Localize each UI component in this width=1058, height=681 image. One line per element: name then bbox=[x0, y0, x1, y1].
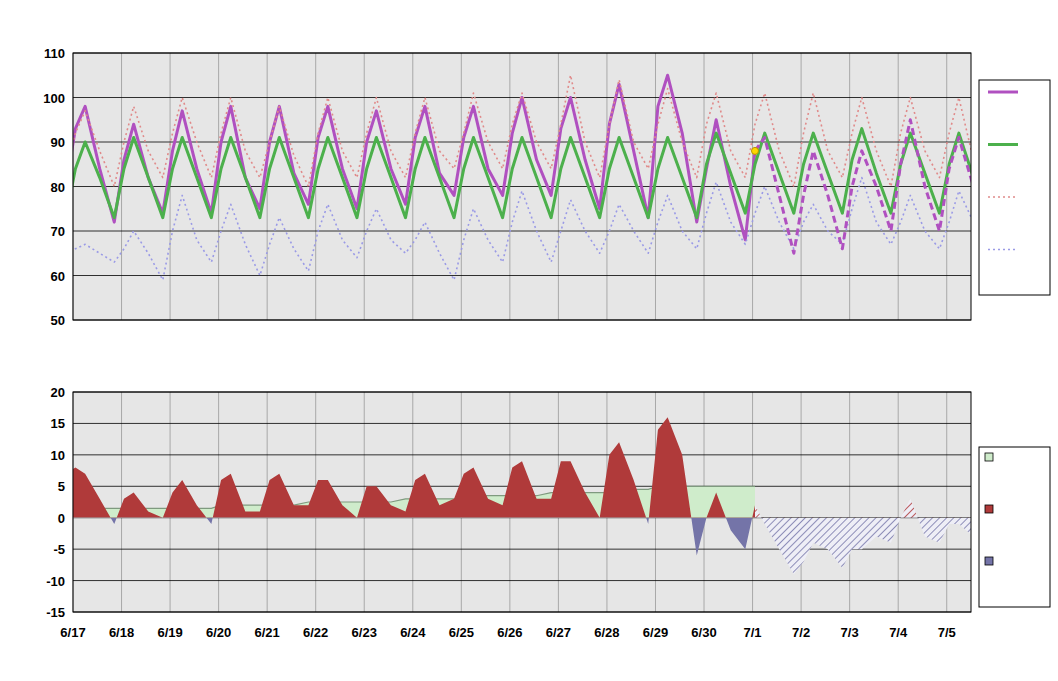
data-group bbox=[73, 417, 971, 574]
y-tick-label: 100 bbox=[43, 91, 65, 106]
x-tick-label: 6/18 bbox=[109, 625, 134, 640]
x-tick-label: 6/27 bbox=[546, 625, 571, 640]
legend-swatch bbox=[988, 249, 1018, 251]
area-positive bbox=[755, 499, 971, 518]
legend-box bbox=[979, 80, 1050, 295]
y-tick-label: 80 bbox=[51, 180, 65, 195]
x-tick-label: 7/5 bbox=[938, 625, 956, 640]
legend-box bbox=[979, 447, 1050, 607]
x-tick-label: 6/20 bbox=[206, 625, 231, 640]
positive-group bbox=[73, 417, 755, 518]
y-tick-label: 5 bbox=[58, 479, 65, 494]
line bbox=[73, 75, 971, 186]
negative-group bbox=[755, 518, 971, 575]
x-tick-label: 6/26 bbox=[497, 625, 522, 640]
y-tick-label: 90 bbox=[51, 135, 65, 150]
x-grid-line bbox=[121, 392, 122, 612]
x-tick-label: 6/25 bbox=[449, 625, 474, 640]
legend-swatch bbox=[988, 91, 1018, 94]
data-group bbox=[73, 75, 971, 280]
y-tick-label: 15 bbox=[51, 416, 65, 431]
negative-group bbox=[73, 518, 755, 556]
y-grid-line bbox=[73, 275, 971, 276]
x-grid-line bbox=[898, 392, 899, 612]
x-tick-label: 6/30 bbox=[691, 625, 716, 640]
legend bbox=[979, 80, 1050, 295]
chart-0: 50 60 70 80 90 100 110 bbox=[43, 46, 1050, 328]
x-tick-label: 6/19 bbox=[157, 625, 182, 640]
x-tick-label: 6/29 bbox=[643, 625, 668, 640]
y-tick-label: 0 bbox=[58, 511, 65, 526]
legend-swatch bbox=[985, 505, 993, 513]
legend-swatch bbox=[985, 557, 993, 565]
chart-1: 6/17 6/18 6/19 6/20 6/21 6/22 6/23 6/24 6/25 6/26… bbox=[46, 385, 1050, 640]
legend-swatch bbox=[988, 196, 1018, 198]
x-tick-label: 6/24 bbox=[400, 625, 426, 640]
plot-frame bbox=[73, 392, 971, 612]
positive-group bbox=[755, 499, 971, 518]
line bbox=[755, 120, 971, 254]
y-tick-label: 110 bbox=[44, 46, 65, 61]
x-tick-label: 6/22 bbox=[303, 625, 328, 640]
x-grid-line bbox=[946, 392, 947, 612]
line bbox=[73, 129, 971, 218]
y-grid-line bbox=[73, 186, 971, 187]
chart-canvas: 50607080901001106/176/186/196/206/216/22… bbox=[0, 0, 1058, 681]
x-tick-label: 6/21 bbox=[255, 625, 280, 640]
area-positive bbox=[73, 417, 755, 518]
x-tick-label: 7/4 bbox=[889, 625, 908, 640]
x-grid-line bbox=[849, 392, 850, 612]
area-negative bbox=[755, 518, 971, 575]
y-tick-label: 20 bbox=[51, 385, 65, 400]
y-tick-label: 60 bbox=[51, 269, 65, 284]
x-tick-label: 7/1 bbox=[744, 625, 762, 640]
y-tick-label: -10 bbox=[46, 574, 65, 589]
point bbox=[751, 147, 758, 154]
plot-frame bbox=[73, 53, 971, 320]
x-tick-label: 7/2 bbox=[792, 625, 810, 640]
x-tick-label: 6/23 bbox=[352, 625, 377, 640]
legend-swatch bbox=[985, 453, 993, 461]
y-tick-label: 10 bbox=[51, 448, 65, 463]
area-negative bbox=[73, 518, 755, 556]
y-tick-label: -15 bbox=[46, 605, 65, 620]
y-tick-label: 50 bbox=[51, 313, 65, 328]
y-grid-line bbox=[73, 580, 971, 581]
legend bbox=[979, 447, 1050, 607]
x-tick-label: 6/17 bbox=[60, 625, 85, 640]
y-grid-line bbox=[73, 423, 971, 424]
legend-swatch bbox=[988, 143, 1018, 146]
x-grid-line bbox=[801, 392, 802, 612]
x-tick-label: 6/28 bbox=[594, 625, 619, 640]
y-tick-label: 70 bbox=[51, 224, 65, 239]
x-tick-label: 7/3 bbox=[841, 625, 859, 640]
y-grid-line bbox=[73, 454, 971, 455]
y-tick-label: -5 bbox=[53, 542, 65, 557]
